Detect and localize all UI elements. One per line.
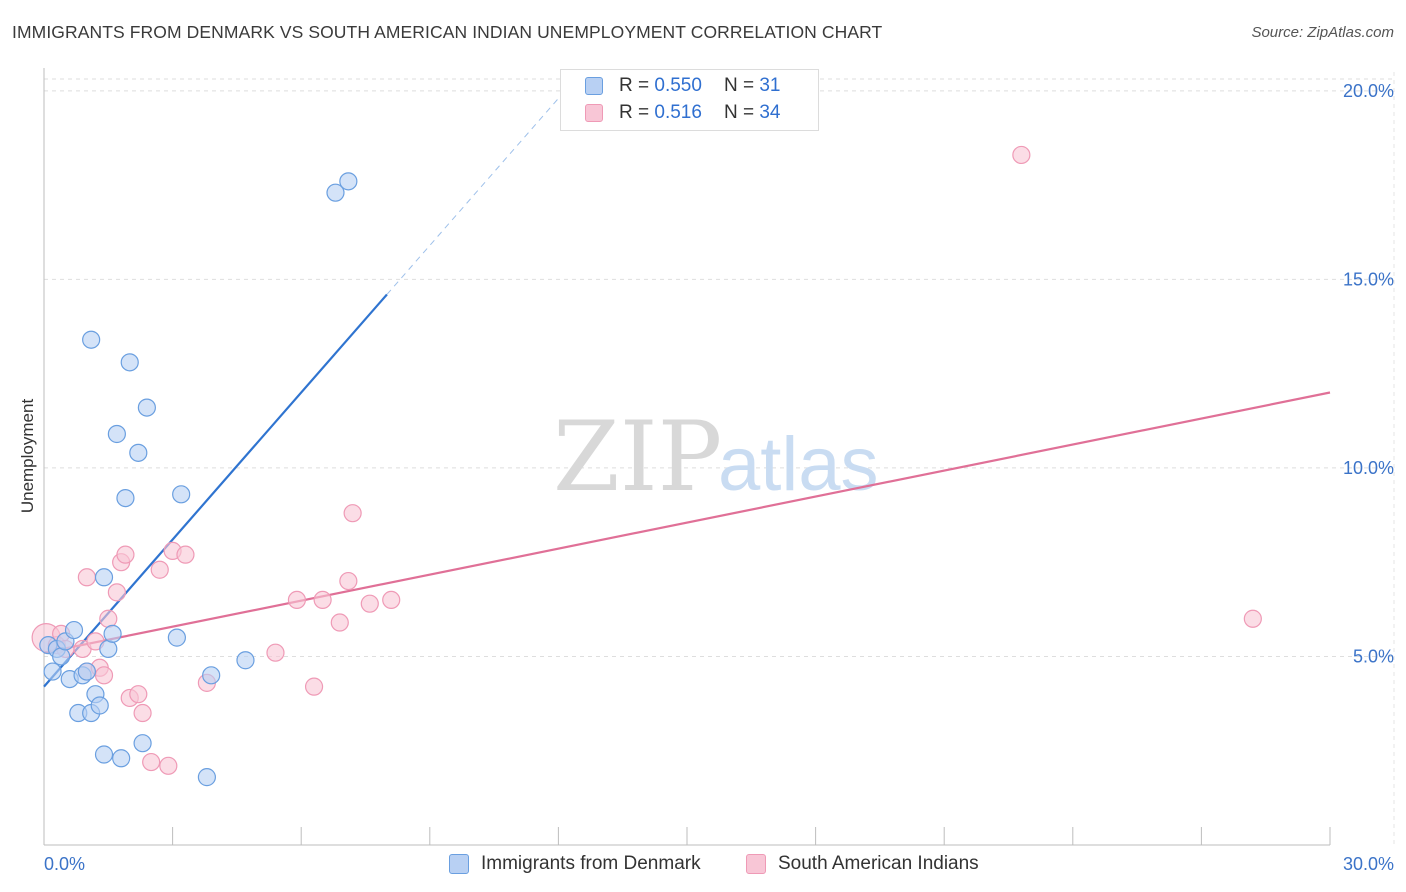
data-point-denmark	[116, 488, 135, 508]
data-point-south-american	[382, 590, 401, 610]
legend-r-label: R =	[619, 75, 650, 96]
data-point-south-american	[1012, 145, 1031, 165]
x-tick-label-max: 30.0%	[1343, 854, 1394, 874]
data-point-denmark	[197, 768, 216, 787]
data-points	[31, 145, 1262, 787]
series-label-denmark: Immigrants from Denmark	[481, 853, 701, 874]
data-point-denmark	[326, 183, 345, 202]
y-tick-label: 15.0%	[1343, 269, 1394, 289]
series-legend-south-american: South American Indians	[746, 851, 979, 877]
watermark-zip: ZIP	[553, 401, 722, 513]
watermark: ZIP atlas	[553, 401, 879, 513]
data-point-denmark	[202, 666, 221, 685]
series-label-south-american: South American Indians	[778, 853, 979, 874]
data-point-south-american	[266, 643, 285, 662]
legend-n-value: 34	[759, 102, 781, 123]
data-point-denmark	[64, 620, 84, 640]
data-point-south-american	[107, 583, 126, 602]
watermark-atlas: atlas	[718, 422, 879, 507]
legend-swatch-south-american	[585, 104, 603, 122]
data-point-south-american	[116, 545, 135, 564]
data-point-south-american	[150, 560, 169, 579]
data-point-denmark	[167, 628, 186, 647]
series-swatch-denmark	[449, 854, 469, 874]
data-point-denmark	[172, 485, 191, 504]
data-point-denmark	[339, 172, 358, 191]
data-point-denmark	[94, 745, 114, 764]
axes	[43, 68, 1331, 846]
legend-r-value: 0.550	[654, 75, 702, 96]
data-point-south-american	[287, 590, 307, 610]
data-point-denmark	[137, 398, 156, 417]
chart-title: IMMIGRANTS FROM DENMARK VS SOUTH AMERICA…	[12, 22, 883, 42]
data-point-denmark	[52, 647, 71, 666]
data-point-south-american	[142, 752, 161, 772]
legend-n-value: 31	[759, 75, 781, 96]
data-point-denmark	[120, 353, 139, 372]
data-point-south-american	[129, 685, 148, 704]
data-point-south-american	[99, 609, 118, 628]
data-point-denmark	[99, 639, 118, 659]
trend-line-1	[43, 391, 1331, 654]
legend-r-value: 0.516	[654, 102, 702, 123]
data-point-denmark	[77, 662, 96, 681]
data-point-denmark	[133, 734, 152, 753]
data-point-denmark	[103, 624, 122, 643]
chart-source: Source: ZipAtlas.com	[1251, 24, 1394, 41]
data-point-south-american	[330, 613, 349, 632]
series-swatch-south-american	[746, 854, 766, 874]
legend-row-south-american: R = 0.516 N = 34	[585, 101, 780, 125]
legend-swatch-denmark	[585, 77, 603, 95]
trend-lines	[43, 98, 1331, 688]
legend-n-label: N =	[723, 102, 755, 123]
data-point-south-american	[313, 590, 332, 610]
data-point-denmark	[129, 443, 148, 462]
y-tick-label: 5.0%	[1353, 646, 1394, 666]
data-point-south-american	[360, 594, 379, 613]
data-point-denmark	[107, 424, 126, 444]
legend-n-label: N =	[723, 75, 755, 96]
stats-legend: R = 0.550 N = 31 R = 0.516 N = 34	[560, 69, 819, 131]
tick-labels: 5.0% 10.0% 15.0% 20.0% 0.0% 30.0%	[44, 81, 1394, 874]
data-point-south-american	[304, 677, 324, 696]
data-point-south-american	[339, 571, 358, 591]
data-point-south-american	[343, 504, 362, 523]
data-point-denmark	[82, 330, 101, 349]
legend-r-label: R =	[619, 102, 650, 123]
data-point-denmark	[236, 651, 255, 670]
data-point-south-american	[1243, 609, 1262, 628]
x-tick-label-min: 0.0%	[44, 854, 85, 874]
y-tick-label: 10.0%	[1343, 458, 1394, 478]
data-point-south-american	[94, 666, 114, 685]
data-point-denmark	[94, 568, 114, 587]
data-point-denmark	[112, 749, 131, 768]
legend-row-denmark: R = 0.550 N = 31	[585, 74, 780, 98]
data-point-south-american	[133, 703, 152, 723]
series-legend-denmark: Immigrants from Denmark	[449, 851, 701, 877]
data-point-south-american	[176, 545, 195, 564]
data-point-denmark	[90, 696, 109, 715]
data-point-south-american	[77, 568, 96, 587]
y-tick-label: 20.0%	[1343, 81, 1394, 101]
data-point-south-american	[159, 756, 178, 775]
trend-line-extension-0	[386, 98, 559, 295]
data-point-denmark	[43, 662, 62, 681]
